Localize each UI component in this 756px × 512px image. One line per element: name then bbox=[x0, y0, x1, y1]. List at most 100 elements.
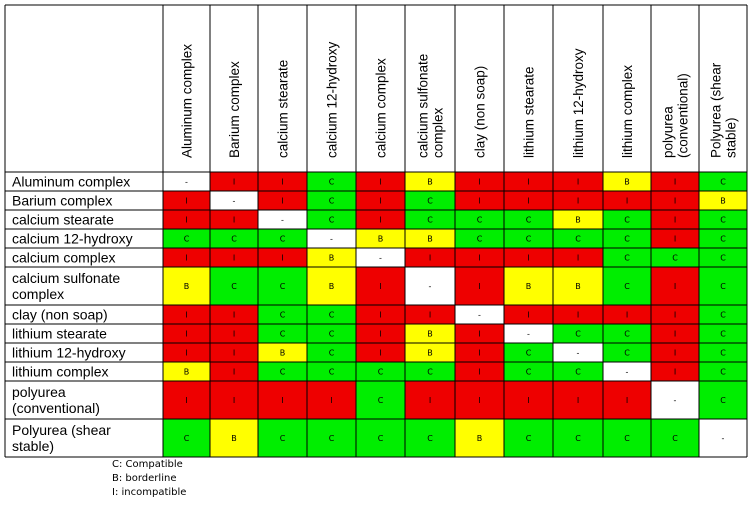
cell-value: I bbox=[379, 282, 381, 291]
cell-value: - bbox=[330, 235, 333, 244]
cell-value: C bbox=[720, 235, 726, 244]
cell-value: B bbox=[575, 216, 581, 225]
cell-2-9 bbox=[553, 191, 603, 210]
cell-12-2 bbox=[210, 419, 258, 457]
cell-7-5 bbox=[356, 305, 405, 324]
cell-10-1 bbox=[163, 362, 210, 381]
cell-value: B bbox=[231, 434, 237, 443]
cell-value: I bbox=[233, 216, 235, 225]
cell-4-8 bbox=[504, 229, 553, 248]
cell-10-8 bbox=[504, 362, 553, 381]
cell-9-3 bbox=[258, 343, 307, 362]
cell-10-10 bbox=[603, 362, 651, 381]
cell-value: I bbox=[429, 396, 431, 405]
cell-8-9 bbox=[553, 324, 603, 343]
cell-value: I bbox=[478, 197, 480, 206]
cell-value: C bbox=[329, 368, 335, 377]
cell-value: I bbox=[281, 396, 283, 405]
cell-value: C bbox=[575, 368, 581, 377]
cell-value: I bbox=[527, 311, 529, 320]
cell-6-5 bbox=[356, 267, 405, 305]
cell-9-8 bbox=[504, 343, 553, 362]
cell-value: C bbox=[280, 311, 286, 320]
cell-4-10 bbox=[603, 229, 651, 248]
cell-6-9 bbox=[553, 267, 603, 305]
cell-value: I bbox=[185, 254, 187, 263]
column-header: calcium 12-hydroxy bbox=[325, 41, 340, 158]
row-label: polyurea (conventional) bbox=[12, 384, 100, 416]
cell-value: C bbox=[624, 216, 630, 225]
cell-8-1 bbox=[163, 324, 210, 343]
cell-5-4 bbox=[307, 248, 356, 267]
cell-value: C bbox=[720, 216, 726, 225]
cell-6-10 bbox=[603, 267, 651, 305]
row-label: lithium 12-hydroxy bbox=[12, 345, 126, 361]
cell-value: C bbox=[624, 330, 630, 339]
cell-5-5 bbox=[356, 248, 405, 267]
cell-value: I bbox=[577, 178, 579, 187]
cell-value: C bbox=[672, 254, 678, 263]
cell-value: C bbox=[329, 349, 335, 358]
cell-value: I bbox=[478, 349, 480, 358]
cell-2-7 bbox=[455, 191, 504, 210]
cell-value: I bbox=[478, 282, 480, 291]
cell-5-12 bbox=[699, 248, 747, 267]
cell-value: I bbox=[379, 178, 381, 187]
cell-value: C bbox=[526, 434, 532, 443]
cell-value: I bbox=[527, 197, 529, 206]
cell-6-8 bbox=[504, 267, 553, 305]
cell-value: I bbox=[233, 311, 235, 320]
cell-value: - bbox=[379, 254, 382, 263]
cell-value: C bbox=[624, 235, 630, 244]
cell-value: C bbox=[427, 216, 433, 225]
cell-7-6 bbox=[405, 305, 455, 324]
cell-value: C bbox=[720, 282, 726, 291]
cell-value: I bbox=[233, 254, 235, 263]
cell-1-4 bbox=[307, 172, 356, 191]
cell-value: B bbox=[329, 282, 335, 291]
cell-value: C bbox=[329, 216, 335, 225]
cell-value: C bbox=[329, 330, 335, 339]
cell-value: I bbox=[281, 197, 283, 206]
cell-value: C bbox=[720, 368, 726, 377]
cell-6-1 bbox=[163, 267, 210, 305]
cell-value: I bbox=[233, 349, 235, 358]
cell-12-11 bbox=[651, 419, 699, 457]
cell-value: C bbox=[231, 235, 237, 244]
column-header: lithium stearate bbox=[522, 66, 537, 158]
cell-value: I bbox=[674, 368, 676, 377]
cell-value: I bbox=[674, 216, 676, 225]
cell-value: C bbox=[378, 396, 384, 405]
cell-8-5 bbox=[356, 324, 405, 343]
cell-5-11 bbox=[651, 248, 699, 267]
cell-3-5 bbox=[356, 210, 405, 229]
cell-3-1 bbox=[163, 210, 210, 229]
cell-value: C bbox=[378, 434, 384, 443]
cell-2-12 bbox=[699, 191, 747, 210]
cell-12-1 bbox=[163, 419, 210, 457]
cell-value: C bbox=[526, 216, 532, 225]
cell-8-4 bbox=[307, 324, 356, 343]
cell-value: I bbox=[674, 349, 676, 358]
cell-value: C bbox=[624, 434, 630, 443]
cell-12-12 bbox=[699, 419, 747, 457]
cell-value: I bbox=[527, 396, 529, 405]
cell-12-10 bbox=[603, 419, 651, 457]
cell-1-9 bbox=[553, 172, 603, 191]
cell-1-7 bbox=[455, 172, 504, 191]
cell-8-6 bbox=[405, 324, 455, 343]
cell-8-2 bbox=[210, 324, 258, 343]
cell-value: C bbox=[526, 349, 532, 358]
cell-value: C bbox=[184, 235, 190, 244]
cell-5-9 bbox=[553, 248, 603, 267]
column-header: polyurea(conventional) bbox=[661, 73, 691, 158]
cell-7-4 bbox=[307, 305, 356, 324]
cell-value: C bbox=[720, 330, 726, 339]
cell-value: I bbox=[185, 216, 187, 225]
row-label: clay (non soap) bbox=[12, 307, 108, 323]
cell-value: B bbox=[378, 235, 384, 244]
cell-2-6 bbox=[405, 191, 455, 210]
cell-4-9 bbox=[553, 229, 603, 248]
cell-2-8 bbox=[504, 191, 553, 210]
cell-value: C bbox=[720, 178, 726, 187]
